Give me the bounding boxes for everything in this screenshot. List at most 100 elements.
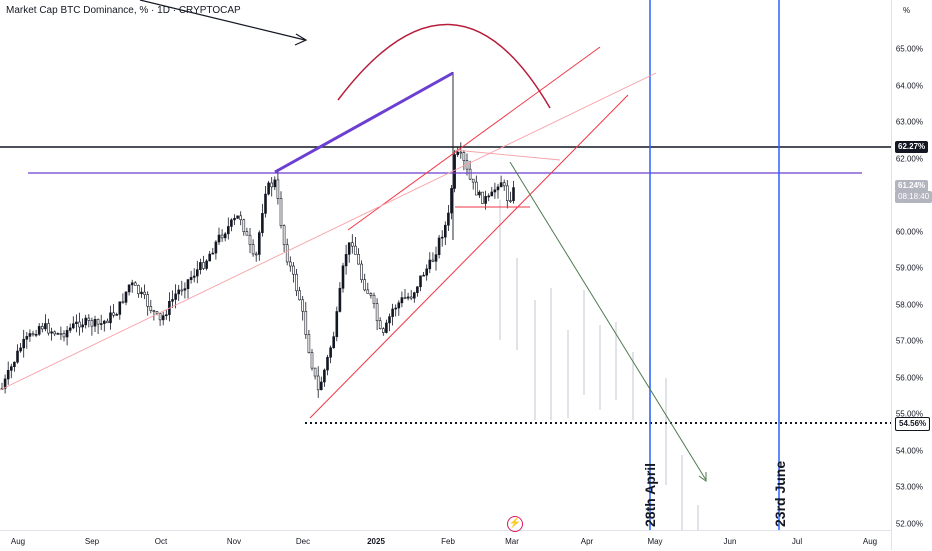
candle-body <box>214 241 218 254</box>
candle-body <box>385 322 388 333</box>
candle-body <box>261 213 264 233</box>
candle-body <box>177 289 180 295</box>
candle-body <box>186 279 190 289</box>
candle-body <box>152 310 156 312</box>
candle-body <box>443 224 447 238</box>
vertical-label-28th-april: 28th April <box>642 462 658 527</box>
candle-body <box>493 189 497 193</box>
candle-body <box>366 289 370 294</box>
projection-arrowhead <box>698 472 707 482</box>
candle-body <box>62 333 66 338</box>
candle-body <box>459 151 463 154</box>
candle-body <box>428 259 432 270</box>
purple-trend-line <box>274 71 454 174</box>
candle-body <box>406 296 410 299</box>
candle-body <box>360 263 363 281</box>
candle-body <box>310 352 314 369</box>
candle-body <box>183 288 187 291</box>
price-tick-label: 62.00% <box>895 154 923 163</box>
price-tick-label: 57.00% <box>895 336 923 346</box>
candle-body <box>31 333 35 336</box>
candle-body <box>350 242 354 247</box>
candle-body <box>425 268 429 276</box>
candle-body <box>267 182 270 195</box>
candle-body <box>242 219 246 232</box>
candle-body <box>75 321 78 325</box>
candle-body <box>230 219 233 227</box>
candle-body <box>53 331 57 335</box>
countdown-badge: 08:18:40 <box>895 191 932 203</box>
candle-body <box>378 320 382 329</box>
candle-body <box>149 306 153 311</box>
support-price-badge: 54.56% <box>895 417 931 431</box>
candle-body <box>127 284 131 293</box>
candle-body <box>496 186 500 191</box>
candle-body <box>81 324 84 328</box>
candle-body <box>292 265 295 275</box>
candle-body <box>124 291 128 303</box>
candle-body <box>220 234 224 239</box>
candle-body <box>313 367 317 377</box>
candle-body <box>512 187 515 201</box>
price-tick-label: 55.00% <box>895 409 923 419</box>
annotation-arrow-line <box>139 0 306 41</box>
price-tick-label: 58.00% <box>895 300 923 309</box>
candle-body <box>239 215 242 221</box>
candle-body <box>143 291 146 295</box>
price-tick-label: 52.00% <box>895 519 923 528</box>
candle-body <box>47 323 50 334</box>
candle-body <box>217 234 221 243</box>
candle-body <box>282 225 286 246</box>
candle-body <box>40 326 44 330</box>
candle-body <box>16 350 19 363</box>
vertical-label-23rd-june: 23rd June <box>772 460 788 527</box>
candle-body <box>388 316 391 324</box>
candle-body <box>233 217 236 221</box>
candle-body <box>44 323 47 330</box>
candle-body <box>158 313 162 321</box>
candle-body <box>502 182 506 187</box>
candle-body <box>304 310 308 335</box>
channel-upper-line <box>347 46 601 231</box>
candle-body <box>288 261 292 267</box>
candle-body <box>93 319 97 327</box>
candle-body <box>509 200 512 202</box>
candle-body <box>419 275 422 288</box>
chart-plot-area[interactable] <box>0 0 891 530</box>
candle-body <box>453 154 456 189</box>
candle-body <box>208 253 211 262</box>
time-axis[interactable]: Aug Sep Oct Nov Dec 2025 Feb Mar Apr May Jun Jul Aug <box>0 530 891 551</box>
candle-body <box>99 323 103 325</box>
candle-body <box>468 168 472 180</box>
candle-body <box>199 262 202 270</box>
candle-body <box>341 265 345 289</box>
candle-body <box>319 381 323 391</box>
candle-body <box>403 297 407 299</box>
lightning-icon[interactable]: ⚡ <box>507 516 523 532</box>
candle-body <box>332 336 336 349</box>
chart-title: Market Cap BTC Dominance, % · 1D · CRYPT… <box>6 5 241 16</box>
candle-body <box>490 191 494 197</box>
time-tick-label: Mar <box>505 537 519 546</box>
candle-body <box>354 245 357 255</box>
candle-body <box>381 328 385 333</box>
candle-body <box>171 299 174 302</box>
price-tick-label: 56.00% <box>895 373 923 382</box>
candle-body <box>335 311 339 337</box>
price-axis[interactable]: % 65.00%64.00%63.00%62.00%61.00%60.00%59… <box>891 0 932 550</box>
candle-body <box>329 347 332 358</box>
candle-body <box>257 232 261 255</box>
arc-curve <box>337 23 551 109</box>
time-tick-label: Apr <box>580 537 594 546</box>
candle-body <box>118 301 122 315</box>
candle-body <box>192 275 196 278</box>
candle-body <box>416 286 419 293</box>
candle-body <box>369 293 373 296</box>
price-tick-label: 63.00% <box>895 117 923 127</box>
candle-body <box>248 234 252 245</box>
candle-body <box>270 182 274 188</box>
candle-body <box>68 327 72 331</box>
candle-body <box>115 314 118 316</box>
candle-body <box>316 375 320 391</box>
